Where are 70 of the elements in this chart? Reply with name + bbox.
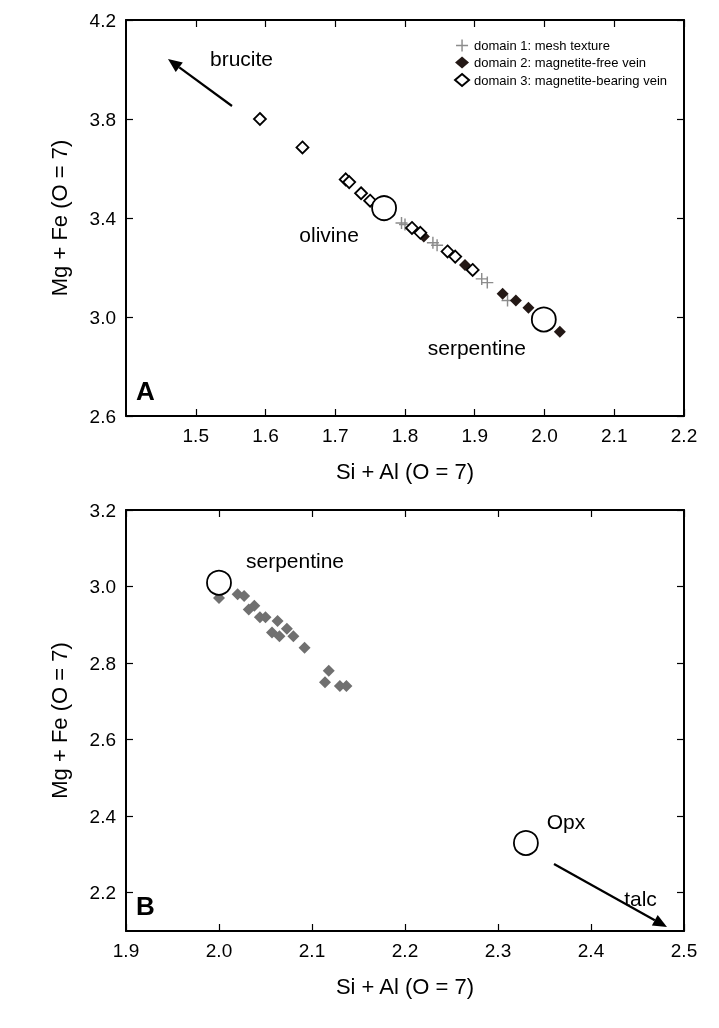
point	[448, 249, 463, 264]
point	[431, 239, 444, 252]
legend-label: domain 3: magnetite-bearing vein	[474, 72, 667, 88]
point	[354, 186, 368, 201]
x-tick-label: 2.5	[670, 940, 698, 961]
x-axis-title: Si + Al (O = 7)	[335, 458, 475, 484]
annotation: serpentine	[245, 549, 345, 573]
x-tick-label: 2.1	[298, 940, 326, 961]
x-tick-label: 1.7	[322, 425, 349, 446]
y-tick-label: 4.2	[89, 9, 116, 31]
point	[522, 301, 535, 314]
point	[465, 263, 480, 277]
point	[273, 630, 286, 643]
y-tick-label: 3.4	[89, 207, 117, 229]
point	[298, 641, 311, 654]
x-axis-title: Si + Al (O = 7)	[335, 973, 475, 999]
point	[513, 830, 539, 856]
point	[553, 325, 566, 338]
point	[440, 244, 455, 259]
point	[322, 664, 335, 677]
y-tick-label: 2.8	[89, 652, 116, 674]
x-tick-label: 1.6	[252, 425, 279, 446]
y-tick-label: 3.0	[89, 306, 116, 328]
y-tick-label: 2.2	[89, 882, 116, 904]
point	[287, 630, 300, 643]
point	[266, 626, 279, 639]
x-tick-label: 2.0	[531, 425, 558, 446]
point	[458, 259, 471, 272]
point	[253, 112, 267, 126]
point	[509, 294, 522, 307]
legend-label: domain 2: magnetite-free vein	[474, 55, 647, 70]
point	[475, 272, 488, 285]
y-tick-label: 3.8	[89, 108, 116, 130]
x-tick-label: 2.0	[205, 940, 233, 961]
x-tick-label: 2.1	[601, 425, 628, 446]
point	[413, 225, 428, 240]
point	[319, 676, 332, 689]
annotation: Opx	[546, 810, 586, 834]
y-tick-label: 2.6	[89, 729, 116, 751]
y-axis-title: Mg + Fe (O = 7)	[46, 642, 72, 799]
legend-label: domain 1: mesh texture	[474, 38, 610, 53]
point	[295, 140, 310, 155]
x-tick-label: 2.4	[577, 940, 605, 961]
annotation: B	[136, 891, 155, 921]
point	[405, 221, 419, 235]
annotation: olivine	[299, 222, 359, 246]
x-tick-label: 1.5	[182, 425, 209, 446]
annotation: brucite	[209, 47, 274, 71]
point	[280, 622, 293, 635]
y-tick-label: 3.2	[89, 499, 116, 521]
point	[271, 614, 284, 627]
point	[248, 599, 261, 612]
y-axis-title: Mg + Fe (O = 7)	[46, 139, 72, 297]
point	[496, 287, 509, 300]
point	[342, 175, 357, 190]
y-tick-label: 2.6	[89, 405, 116, 427]
annotation: serpentine	[427, 335, 526, 359]
annotation: talc	[624, 887, 657, 911]
x-tick-label: 2.2	[670, 425, 698, 446]
y-tick-label: 2.4	[89, 805, 117, 827]
point	[530, 306, 557, 333]
point	[371, 195, 397, 221]
x-tick-label: 1.9	[112, 940, 140, 961]
x-tick-label: 1.8	[391, 425, 419, 446]
y-tick-label: 3.0	[89, 576, 116, 598]
x-tick-label: 2.2	[391, 940, 419, 961]
x-tick-label: 1.9	[461, 425, 488, 446]
point	[206, 569, 232, 596]
annotation: A	[136, 376, 155, 406]
x-tick-label: 2.3	[484, 940, 512, 961]
